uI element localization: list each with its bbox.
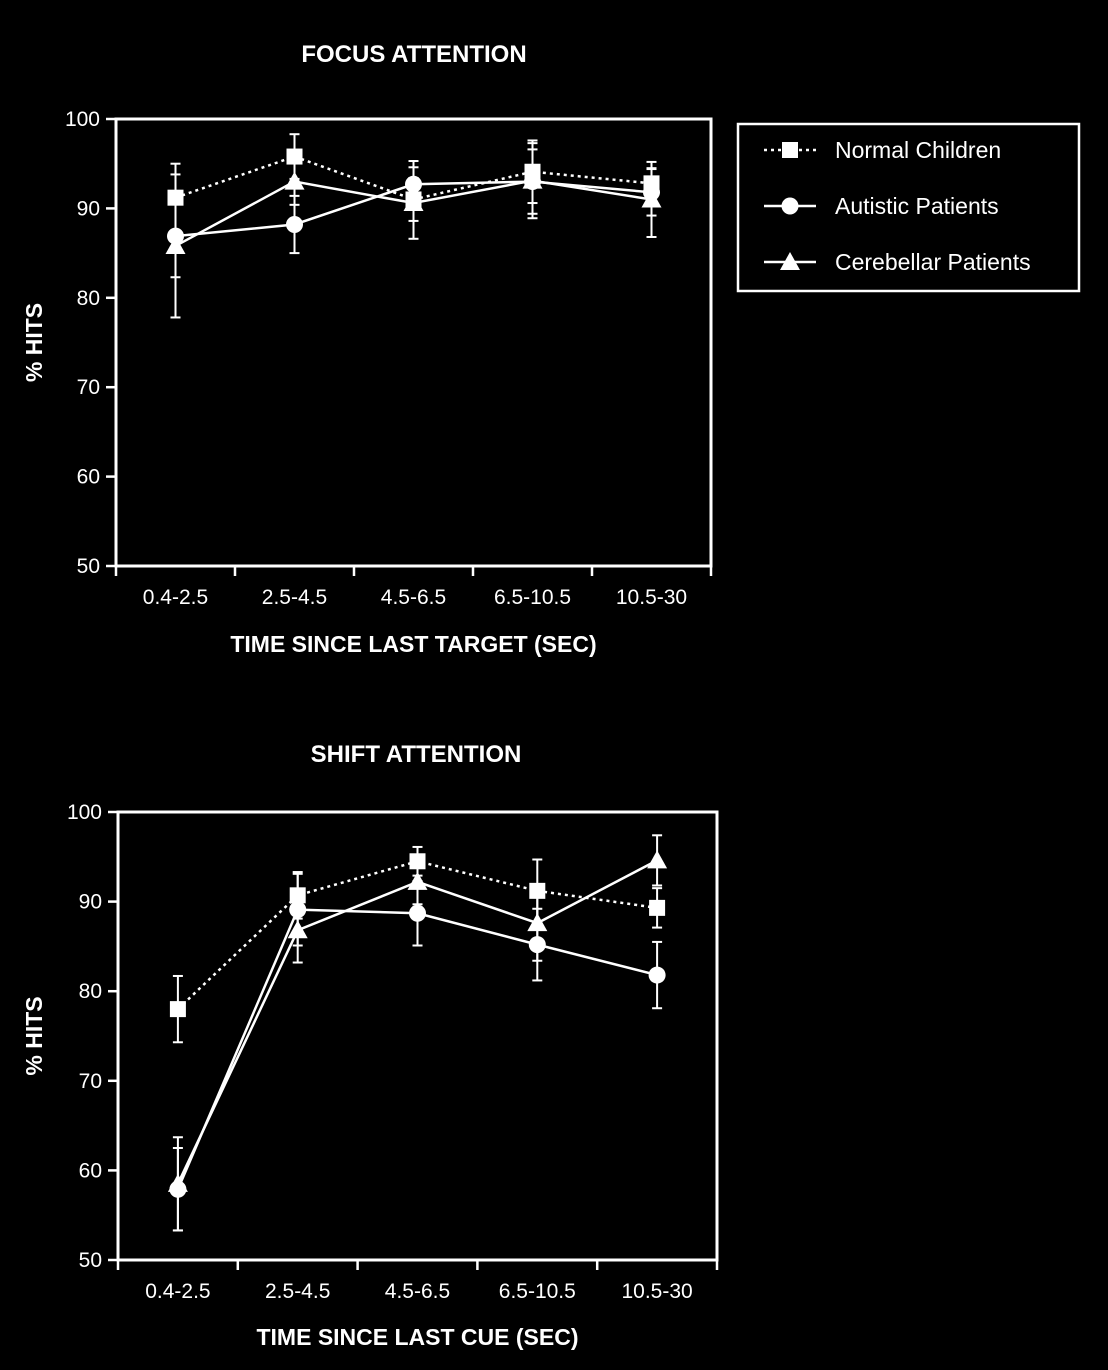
y-tick-label: 70 xyxy=(79,1070,102,1093)
series-cerebellar-patients xyxy=(165,142,662,319)
series-autistic-patients xyxy=(169,872,666,1232)
x-tick-label: 0.4-2.5 xyxy=(143,586,208,609)
y-tick-label: 50 xyxy=(79,1249,102,1272)
legend-box xyxy=(736,122,1081,293)
legend-label: Cerebellar Patients xyxy=(835,249,1031,275)
legend-marker-square xyxy=(782,142,798,158)
data-point-triangle xyxy=(527,913,548,932)
data-point-circle xyxy=(286,215,303,233)
x-tick-label: 4.5-6.5 xyxy=(385,1280,450,1303)
chart-panel-2: SHIFT ATTENTION 50 60 70 80 90 100 0.4-2.5 2.5-4… xyxy=(21,741,719,1350)
data-point-triangle xyxy=(641,189,662,208)
plot-frame xyxy=(116,810,719,1262)
data-point-circle xyxy=(409,904,426,922)
x-tick-label: 4.5-6.5 xyxy=(381,586,446,609)
data-point-square xyxy=(286,148,303,165)
x-tick-label: 6.5-10.5 xyxy=(499,1280,576,1303)
x-tick-label: 10.5-30 xyxy=(621,1280,692,1303)
data-point-triangle xyxy=(165,235,186,254)
x-tick-label: 2.5-4.5 xyxy=(265,1280,330,1303)
y-tick-label: 90 xyxy=(77,197,100,220)
data-point-triangle xyxy=(407,871,428,890)
x-axis-label: TIME SINCE LAST TARGET (SEC) xyxy=(230,631,596,657)
chart-title: SHIFT ATTENTION xyxy=(311,741,522,768)
chart-title: FOCUS ATTENTION xyxy=(301,41,526,68)
chart-panel-1: FOCUS ATTENTION 50 60 70 80 90 100 0.4-2.5 2.5-4… xyxy=(21,41,713,657)
y-tick-label: 100 xyxy=(65,108,100,131)
y-tick-label: 60 xyxy=(77,466,100,489)
y-axis-label: % HITS xyxy=(21,303,47,382)
legend-marker-triangle xyxy=(780,252,800,270)
y-tick-label: 50 xyxy=(77,555,100,578)
x-tick-label: 6.5-10.5 xyxy=(494,586,571,609)
data-point-triangle xyxy=(284,171,305,190)
y-tick-label: 80 xyxy=(79,980,102,1003)
y-tick-label: 70 xyxy=(77,376,100,399)
legend-label: Autistic Patients xyxy=(835,193,999,219)
data-point-triangle xyxy=(287,920,308,939)
data-point-triangle xyxy=(647,850,668,869)
legend-label: Normal Children xyxy=(835,137,1001,163)
y-tick-label: 80 xyxy=(77,287,100,310)
y-axis-label: % HITS xyxy=(21,996,47,1075)
x-axis-label: TIME SINCE LAST CUE (SEC) xyxy=(256,1324,578,1350)
series-cerebellar-patients xyxy=(167,834,668,1232)
legend: Normal Children Autistic Patients Cerebell… xyxy=(736,122,1081,293)
data-point-triangle xyxy=(167,1173,188,1192)
y-tick-label: 100 xyxy=(67,801,102,824)
legend-marker-circle xyxy=(781,197,799,215)
x-tick-label: 2.5-4.5 xyxy=(262,586,327,609)
data-point-circle xyxy=(648,966,666,984)
plot-frame xyxy=(114,117,713,568)
x-tick-label: 0.4-2.5 xyxy=(145,1280,210,1303)
data-point-square xyxy=(169,1001,186,1018)
data-point-triangle xyxy=(522,170,543,189)
series-line xyxy=(176,908,658,1190)
x-tick-label: 10.5-30 xyxy=(616,586,687,609)
y-tick-label: 90 xyxy=(79,891,102,914)
data-point-square xyxy=(649,899,666,916)
y-tick-label: 60 xyxy=(79,1159,102,1182)
data-point-triangle xyxy=(403,193,424,212)
